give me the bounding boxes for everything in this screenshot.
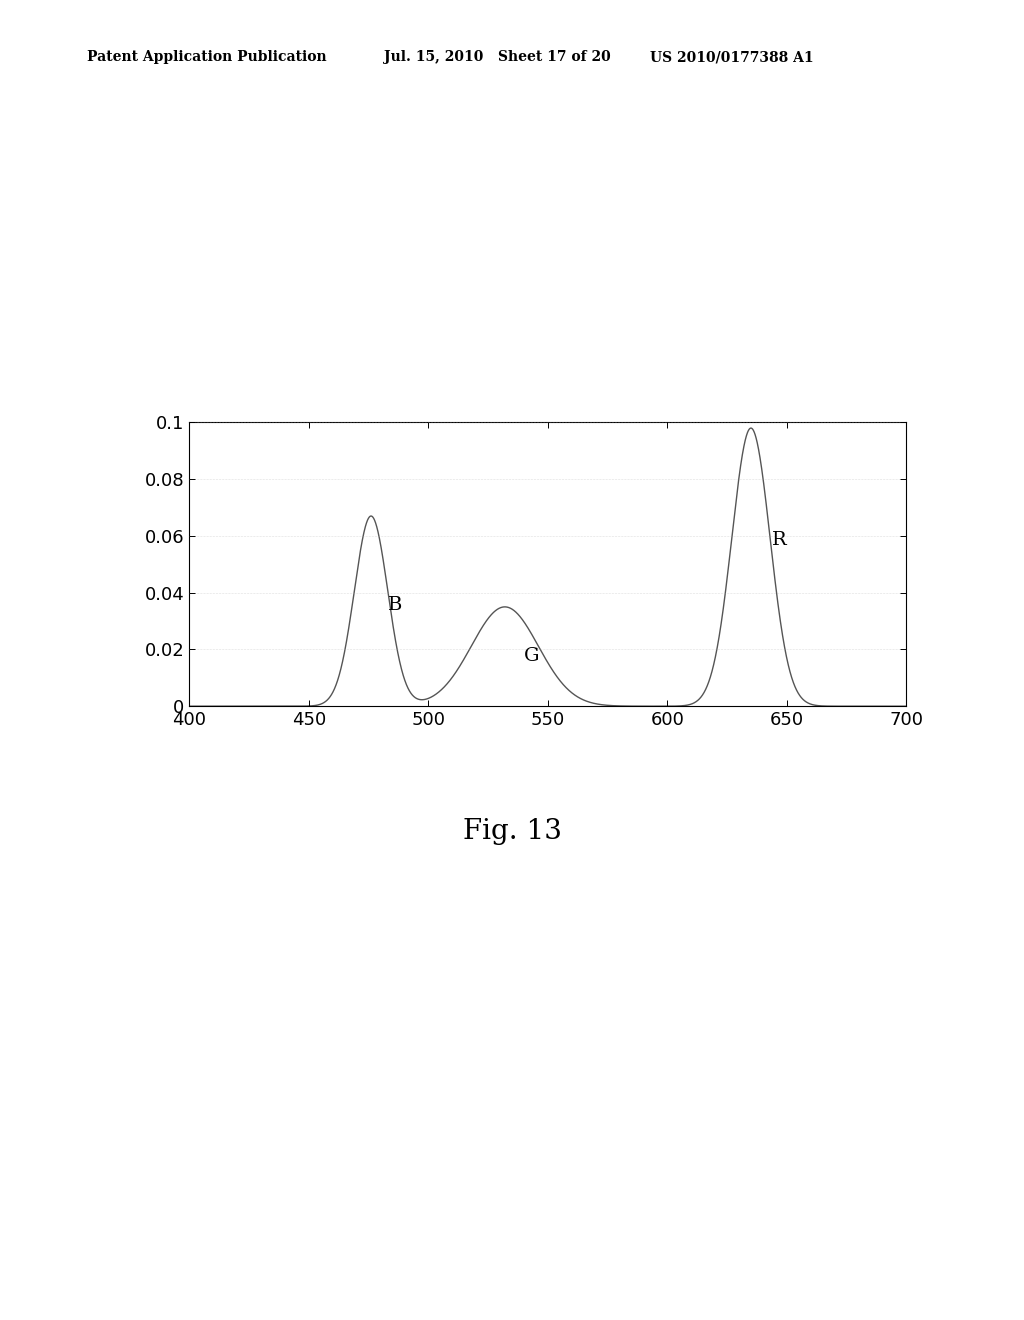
Text: US 2010/0177388 A1: US 2010/0177388 A1 (650, 50, 814, 65)
Text: B: B (388, 597, 402, 614)
Text: G: G (524, 647, 540, 665)
Text: Fig. 13: Fig. 13 (463, 818, 561, 845)
Text: R: R (772, 531, 787, 549)
Text: Patent Application Publication: Patent Application Publication (87, 50, 327, 65)
Text: Jul. 15, 2010   Sheet 17 of 20: Jul. 15, 2010 Sheet 17 of 20 (384, 50, 610, 65)
